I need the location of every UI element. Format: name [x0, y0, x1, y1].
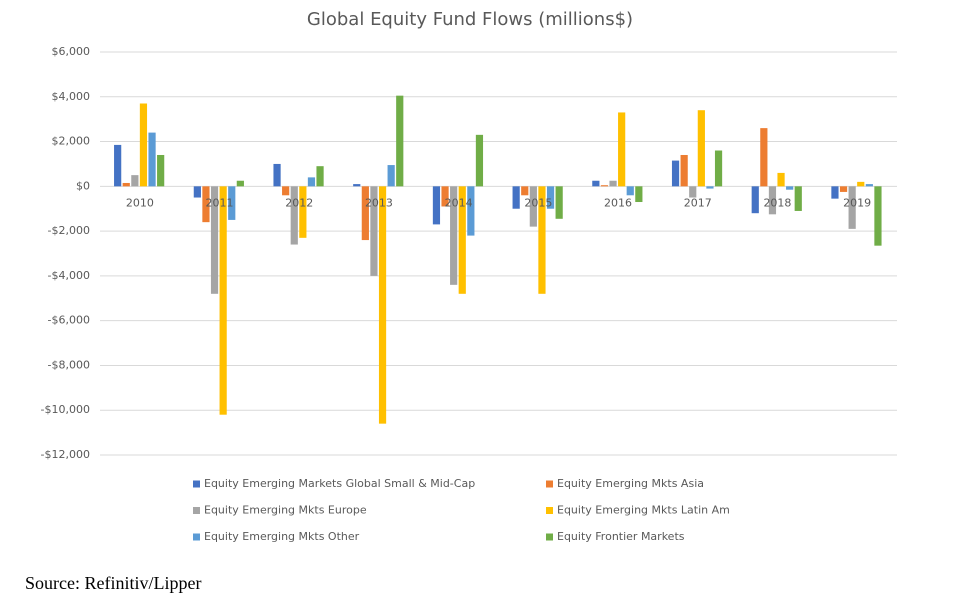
y-tick-label: $2,000 — [52, 135, 91, 148]
bar — [122, 182, 130, 187]
bar — [441, 186, 449, 207]
bar — [219, 186, 227, 415]
bar — [714, 150, 723, 187]
bar — [848, 186, 856, 229]
bar — [512, 186, 520, 209]
bar — [475, 134, 484, 187]
x-tick-label: 2015 — [524, 196, 552, 209]
bar — [236, 180, 244, 187]
bar — [290, 186, 298, 245]
bar — [546, 186, 555, 209]
bar — [786, 186, 794, 190]
bar — [353, 184, 361, 187]
bar — [387, 165, 395, 187]
bar — [768, 186, 777, 215]
bar — [865, 184, 873, 187]
legend-label: Equity Emerging Mkts Asia — [557, 477, 704, 490]
bar — [857, 181, 865, 187]
legend-swatch — [193, 533, 200, 541]
bar — [618, 112, 626, 187]
bar — [139, 103, 148, 187]
bar — [751, 186, 759, 214]
bar — [432, 186, 441, 225]
y-tick-label: -$4,000 — [48, 269, 90, 282]
legend-swatch — [546, 507, 553, 514]
bar — [706, 186, 714, 189]
y-tick-label: $6,000 — [52, 45, 91, 58]
bar — [538, 186, 546, 294]
x-tick-label: 2011 — [206, 196, 234, 209]
bar — [689, 186, 697, 198]
bar — [378, 186, 387, 424]
bar — [131, 175, 139, 187]
legend-swatch — [193, 507, 200, 514]
bar — [361, 186, 369, 241]
legend-swatch — [546, 480, 553, 488]
y-tick-label: -$10,000 — [41, 403, 90, 416]
legend-label: Equity Emerging Mkts Other — [204, 530, 360, 543]
y-tick-label: -$12,000 — [41, 448, 90, 461]
legend-label: Equity Emerging Mkts Europe — [204, 504, 367, 517]
bar — [529, 186, 537, 227]
bar — [450, 186, 458, 285]
y-tick-label: -$2,000 — [48, 224, 90, 237]
bar — [396, 95, 404, 187]
x-tick-label: 2016 — [604, 196, 632, 209]
bar — [680, 154, 688, 187]
bar — [777, 172, 785, 187]
bar — [626, 186, 634, 196]
x-tick-label: 2010 — [126, 196, 154, 209]
bar — [370, 186, 378, 276]
x-tick-label: 2014 — [445, 196, 473, 209]
chart-title: Global Equity Fund Flows (millions$) — [307, 9, 633, 30]
legend-label: Equity Emerging Markets Global Small & M… — [204, 477, 475, 490]
x-tick-label: 2013 — [365, 196, 393, 209]
legend-label: Equity Frontier Markets — [557, 530, 685, 543]
bar — [760, 128, 768, 187]
bar — [592, 180, 600, 187]
legend-swatch — [193, 480, 200, 488]
bar — [671, 160, 680, 187]
bar — [831, 186, 839, 199]
bar — [458, 186, 466, 294]
bar — [555, 186, 563, 219]
legend-label: Equity Emerging Mkts Latin Am — [557, 504, 730, 517]
x-tick-label: 2012 — [285, 196, 313, 209]
bar — [299, 186, 307, 238]
y-tick-label: $0 — [76, 179, 90, 192]
source-note: Source: Refinitiv/Lipper — [25, 573, 201, 593]
bar — [609, 180, 617, 187]
legend-swatch — [546, 533, 553, 541]
y-tick-label: -$8,000 — [48, 358, 90, 371]
bar — [874, 186, 882, 246]
bar — [635, 186, 643, 203]
bar — [228, 186, 236, 220]
bar — [697, 110, 705, 187]
bar — [210, 186, 219, 294]
y-tick-label: -$6,000 — [48, 314, 90, 327]
bar — [316, 166, 324, 187]
y-tick-label: $4,000 — [52, 90, 91, 103]
bar — [794, 186, 802, 211]
bar — [600, 185, 609, 187]
bar — [307, 177, 316, 187]
x-tick-label: 2019 — [843, 196, 871, 209]
x-tick-label: 2017 — [684, 196, 712, 209]
bar — [202, 186, 210, 223]
bar — [282, 186, 290, 196]
bar — [157, 154, 165, 187]
bar — [114, 144, 122, 187]
x-tick-label: 2018 — [763, 196, 791, 209]
bar — [193, 186, 201, 198]
bar — [273, 163, 281, 187]
bar — [467, 186, 475, 236]
bar — [839, 186, 848, 192]
bar — [148, 132, 156, 187]
bar — [521, 186, 529, 196]
